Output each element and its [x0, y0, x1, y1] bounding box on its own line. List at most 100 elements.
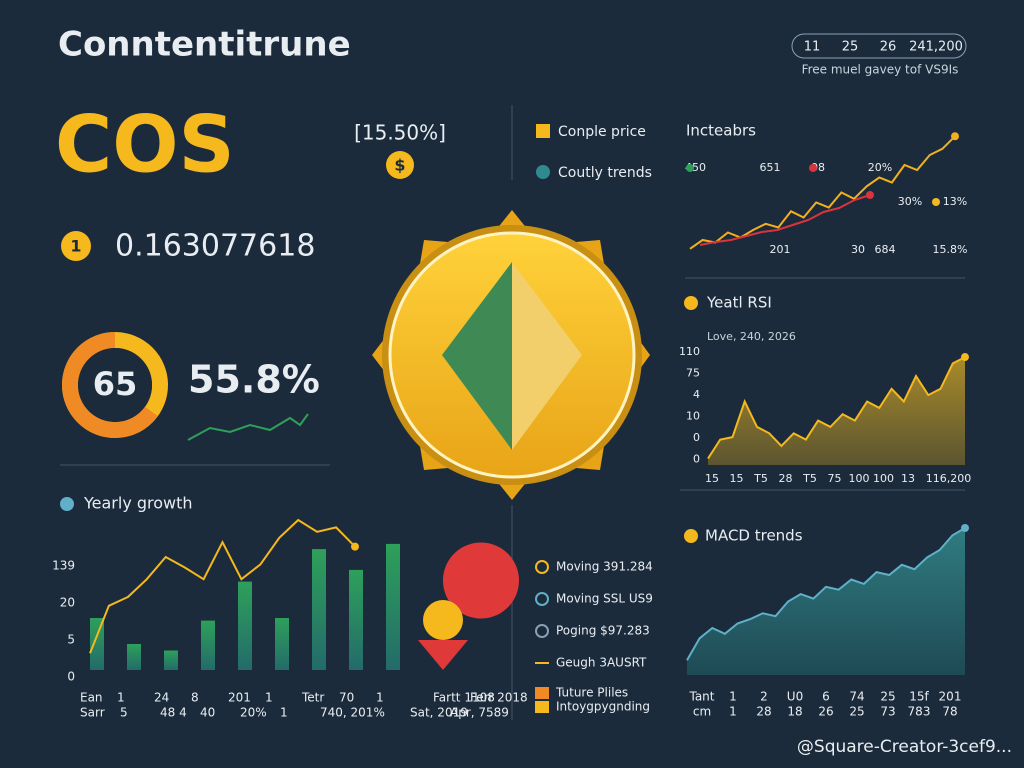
- x-tick-label: 1: [376, 691, 384, 705]
- x-tick-label: 13: [901, 472, 915, 485]
- legend-swatch: [536, 124, 550, 138]
- legend-marker: [535, 687, 549, 699]
- legend-marker: [535, 560, 549, 574]
- line: [689, 135, 956, 250]
- x-tick-label: 15f: [909, 690, 929, 704]
- x-tick-label: 201: [228, 691, 251, 705]
- legend-label: Poging $97.283: [556, 624, 650, 638]
- line: [707, 356, 966, 460]
- line: [686, 527, 966, 661]
- legend-label: Coutly trends: [558, 165, 652, 181]
- x-tick-label: 1: [729, 690, 737, 704]
- indicator-label: 13%: [943, 195, 967, 208]
- badge: 25: [842, 40, 859, 55]
- bar: [127, 644, 141, 670]
- x-tick-label: 48 4: [160, 706, 187, 720]
- legend-label: Geugh 3AUSRT: [556, 656, 647, 670]
- x-tick-label: Apr, 7589: [450, 706, 509, 720]
- panel-subtitle: Love, 240, 2026: [707, 330, 796, 343]
- end-point: [351, 542, 359, 551]
- y-tick-label: 0: [67, 670, 75, 684]
- x-tick-label: 100: [849, 472, 870, 485]
- x-tick-label: Fartt 1108: [433, 691, 495, 705]
- gauge-percent: 55.8%: [188, 358, 320, 402]
- line: [89, 518, 356, 654]
- legend-label: Intoygpygnding: [556, 700, 650, 714]
- title: Conntentitrune: [58, 25, 351, 65]
- y-tick-label: 5: [67, 633, 75, 647]
- indicator-dot: [809, 164, 817, 172]
- x-tick-label: 18: [787, 705, 802, 719]
- change: [15.50%]: [354, 121, 446, 145]
- x-tick-label: Sat, 2019: [410, 706, 468, 720]
- x-tick-label: 25: [880, 690, 895, 704]
- bar: [312, 549, 326, 670]
- panel-title: MACD trends: [705, 527, 803, 545]
- bar: [275, 618, 289, 670]
- indicator-dot: [932, 198, 940, 206]
- coin-icon: [386, 151, 414, 179]
- x-tick-label: 1: [265, 691, 273, 705]
- legend-label: Conple price: [558, 124, 646, 140]
- subtitle: Free muel gavey tof VS9Is: [802, 63, 959, 77]
- x-tick-label: 74: [849, 690, 864, 704]
- x-tick-label: 75: [828, 472, 842, 485]
- x-tick-label: 26: [818, 705, 833, 719]
- indicator-label: 30%: [898, 195, 922, 208]
- y-tick-label: 139: [52, 559, 75, 573]
- x-tick-label: Sarr: [80, 706, 105, 720]
- x-tick-label: 70: [339, 691, 354, 705]
- x-tick-label: Ferr 2018: [470, 691, 528, 705]
- bar: [238, 581, 252, 670]
- indicator-dot: [686, 164, 694, 172]
- indicator-label: 15.8%: [933, 243, 968, 256]
- legend-marker: [535, 624, 549, 638]
- end-point: [866, 191, 874, 199]
- x-tick-label: Ean: [80, 691, 103, 705]
- x-tick-label: 1: [280, 706, 288, 720]
- bar: [164, 650, 178, 670]
- y-tick-label: 75: [686, 367, 700, 380]
- x-tick-label: 28: [779, 472, 793, 485]
- x-tick-label: 1: [117, 691, 125, 705]
- x-tick-label: 24: [154, 691, 169, 705]
- panel-title: Yeatl RSI: [706, 294, 772, 312]
- x-tick-label: 20%: [240, 706, 267, 720]
- x-tick-label: 740, 201%: [320, 706, 385, 720]
- x-tick-label: 1: [729, 705, 737, 719]
- coin-symbol: $: [394, 156, 405, 175]
- legend-label: Tuture Pliles: [555, 686, 628, 700]
- end-point: [951, 132, 959, 141]
- panel-icon: [60, 497, 74, 511]
- x-tick-label: 6: [822, 690, 830, 704]
- coin-emblem: [372, 210, 650, 500]
- legend-swatch: [536, 165, 550, 179]
- x-tick-label: 15: [705, 472, 719, 485]
- sparkline: [187, 413, 309, 441]
- line: [699, 194, 871, 246]
- indicator-label: 30: [851, 243, 865, 256]
- x-tick-label: 5: [120, 706, 128, 720]
- ticker: COS: [55, 100, 235, 190]
- x-tick-label: Tetr: [301, 691, 324, 705]
- y-tick-label: 4: [693, 388, 700, 401]
- bar: [349, 569, 363, 670]
- gauge-center: [78, 348, 152, 422]
- y-tick-label: 0: [693, 431, 700, 444]
- end-point: [961, 353, 969, 362]
- bar: [90, 618, 104, 670]
- x-tick-label: 201: [939, 690, 962, 704]
- panel-title: Yearly growth: [83, 494, 193, 513]
- bar: [386, 543, 400, 670]
- x-tick-label: cm: [693, 705, 711, 719]
- x-tick-label: 73: [880, 705, 895, 719]
- x-tick-label: 100: [873, 472, 894, 485]
- legend-label: Moving 391.284: [556, 560, 653, 574]
- rank-icon: [61, 231, 91, 261]
- y-tick-label: 10: [686, 410, 700, 423]
- x-tick-label: T5: [802, 472, 817, 485]
- x-tick-label: 40: [200, 706, 215, 720]
- area: [687, 528, 965, 675]
- x-tick-label: 2: [760, 690, 768, 704]
- y-tick-label: 0: [693, 453, 700, 466]
